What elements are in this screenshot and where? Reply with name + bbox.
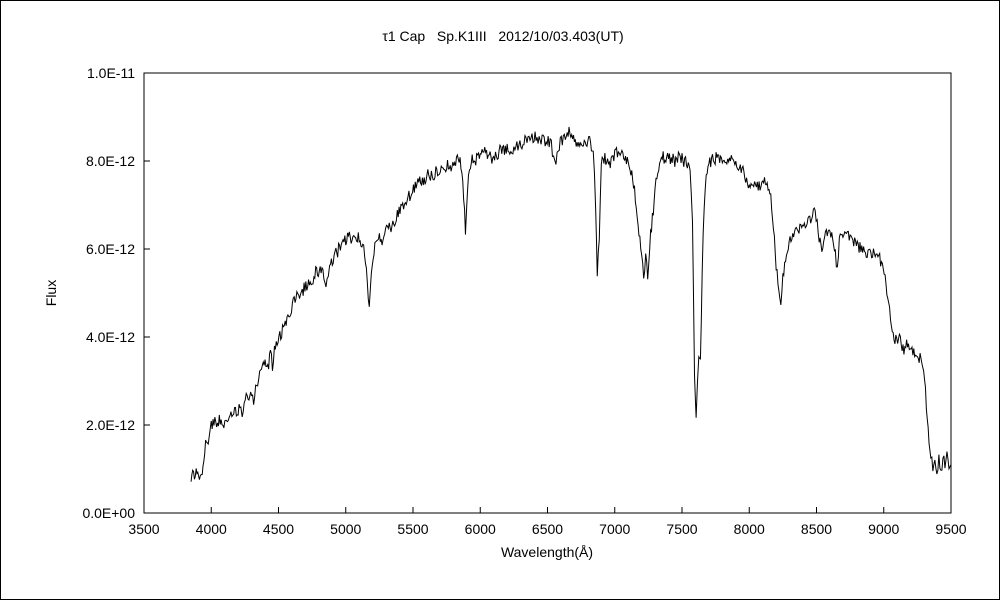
y-tick-label: 1.0E-11 — [87, 65, 135, 81]
y-axis-label: Flux — [43, 280, 59, 306]
x-tick-label: 3500 — [128, 521, 159, 537]
x-tick-label: 4000 — [196, 521, 227, 537]
x-tick-label: 4500 — [263, 521, 294, 537]
x-tick-label: 8500 — [801, 521, 832, 537]
x-tick-label: 8000 — [734, 521, 765, 537]
y-tick-label: 4.0E-12 — [86, 329, 135, 345]
plot-area: 3500 4000 4500 5000 5500 6000 6500 7000 7500 8000… — [82, 65, 966, 537]
chart-title: τ1 Cap Sp.K1III 2012/10/03.403(UT) — [382, 28, 623, 44]
x-tick-label: 7000 — [599, 521, 630, 537]
x-tick-label: 9000 — [868, 521, 899, 537]
x-tick-label: 6500 — [532, 521, 563, 537]
x-tick-label: 9500 — [935, 521, 966, 537]
y-tick-label: 8.0E-12 — [86, 153, 135, 169]
y-tick-label: 6.0E-12 — [86, 241, 135, 257]
x-tick-label: 6000 — [465, 521, 496, 537]
spectrum-line — [190, 126, 952, 482]
y-tick-label: 0.0E+00 — [82, 505, 135, 521]
x-tick-label: 7500 — [666, 521, 697, 537]
y-tick-label: 2.0E-12 — [86, 417, 135, 433]
x-tick-label: 5500 — [397, 521, 428, 537]
x-axis-label: Wavelength(Å) — [501, 544, 593, 560]
x-tick-label: 5000 — [330, 521, 361, 537]
